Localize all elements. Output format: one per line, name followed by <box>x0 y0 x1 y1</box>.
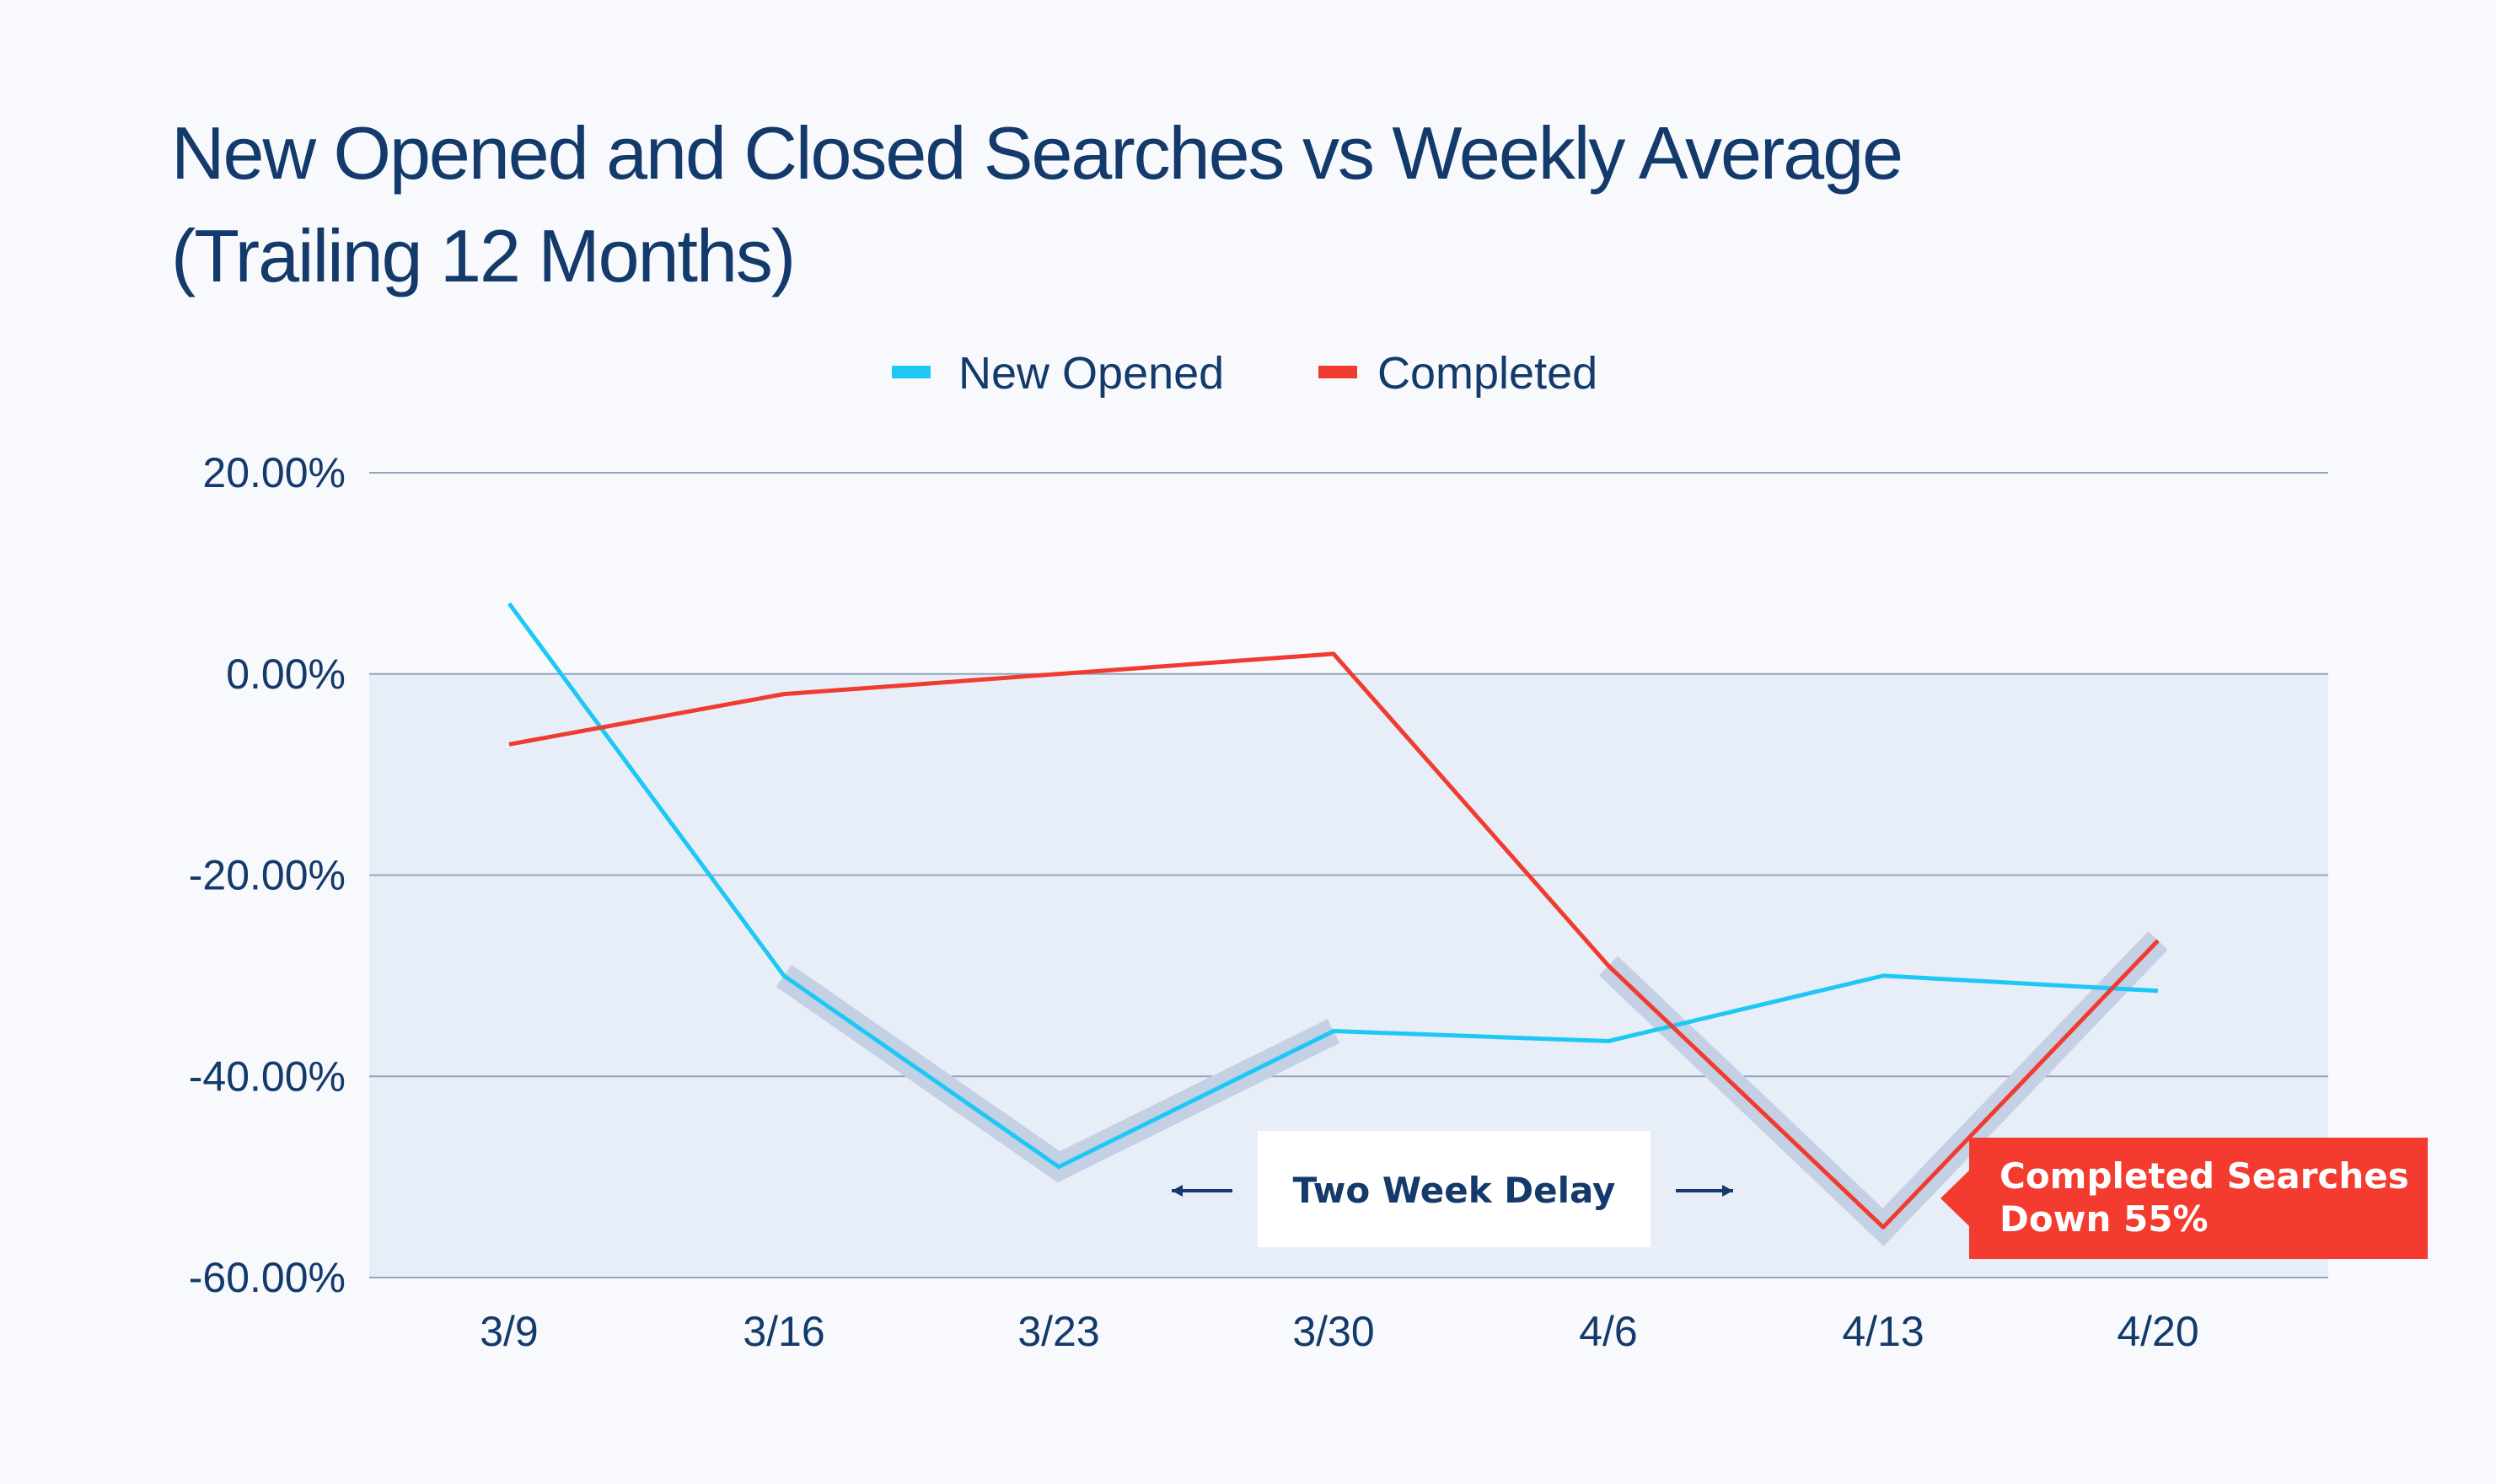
y-tick-label: -20.00% <box>189 852 346 899</box>
y-tick-label: 0.00% <box>226 651 346 698</box>
x-tick-label: 4/13 <box>1842 1308 1924 1355</box>
chart-title-line-1: New Opened and Closed Searches vs Weekly… <box>171 111 1902 195</box>
completed-down-callout: Completed Searches Down 55% <box>1940 1138 2428 1259</box>
delay-left-arrow-head <box>1172 1185 1183 1197</box>
x-tick-label: 4/20 <box>2117 1308 2198 1355</box>
legend-swatch-new-opened <box>892 366 931 378</box>
series-line-completed <box>508 651 2160 1230</box>
x-tick-label: 3/30 <box>1292 1308 1374 1355</box>
y-tick-label: -60.00% <box>189 1254 346 1301</box>
legend: New Opened Completed <box>892 348 1597 399</box>
y-tick-label: 20.00% <box>202 449 346 496</box>
x-axis-tick-labels: 3/9 3/16 3/23 3/30 4/6 4/13 4/20 <box>480 1308 2198 1355</box>
y-tick-label: -40.00% <box>189 1053 346 1100</box>
chart-title-line-2: (Trailing 12 Months) <box>171 214 794 297</box>
delay-label: Two Week Delay <box>1293 1170 1616 1211</box>
callout-line-2: Down 55% <box>1999 1198 2209 1240</box>
x-tick-label: 3/16 <box>743 1308 824 1355</box>
y-axis-tick-labels: 20.00% 0.00% -20.00% -40.00% -60.00% <box>189 449 346 1301</box>
callout-line-1: Completed Searches <box>1999 1155 2409 1197</box>
x-tick-label: 3/9 <box>480 1308 539 1355</box>
two-week-delay-annotation: Two Week Delay <box>1172 1131 1733 1247</box>
series-line-new-opened <box>507 602 2159 1170</box>
legend-label-completed: Completed <box>1377 348 1597 399</box>
x-tick-label: 3/23 <box>1017 1308 1099 1355</box>
delay-box <box>1258 1131 1651 1247</box>
delay-right-arrow-head <box>1722 1185 1733 1197</box>
legend-label-new-opened: New Opened <box>958 348 1224 399</box>
x-tick-label: 4/6 <box>1579 1308 1638 1355</box>
callout-box <box>1940 1138 2428 1259</box>
legend-swatch-completed <box>1318 366 1357 378</box>
series-lines <box>507 602 2160 1230</box>
